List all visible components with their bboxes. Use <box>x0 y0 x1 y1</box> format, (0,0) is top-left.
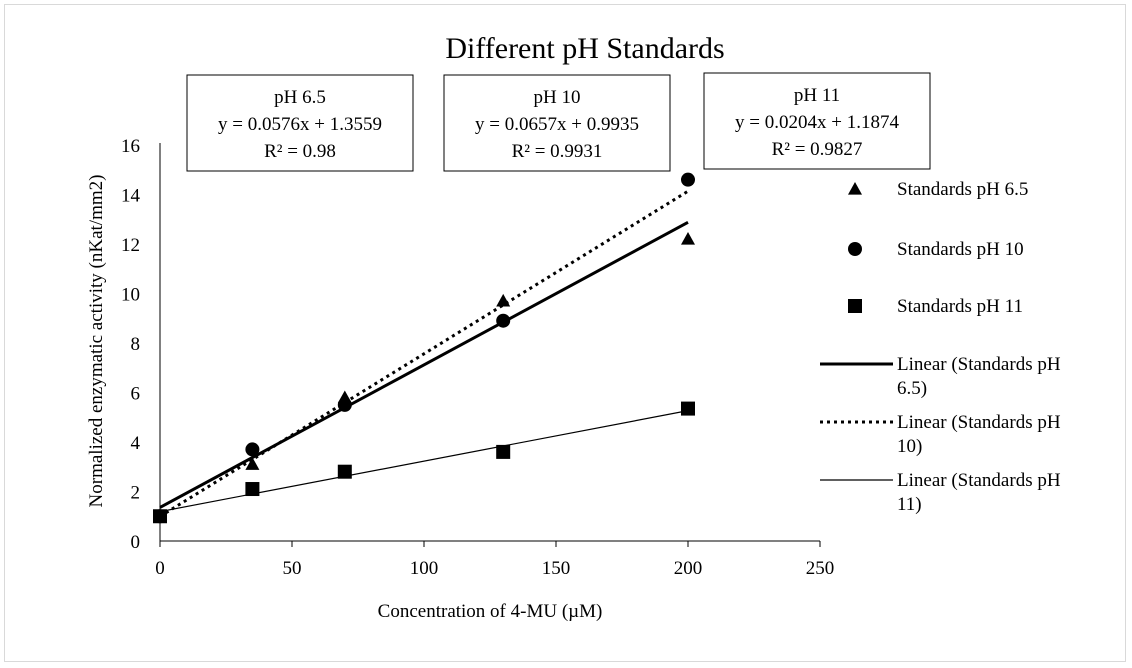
trendline-r-squared: R² = 0.98 <box>264 141 336 162</box>
legend: Standards pH 6.5 Standards pH 10 Standards… <box>820 179 1061 515</box>
data-point-circle <box>848 242 862 256</box>
data-point-triangle <box>681 232 695 245</box>
trendline-series-label: pH 10 <box>534 87 581 108</box>
legend-item: Standards pH 6.5 <box>848 179 1028 200</box>
data-point-square <box>337 464 352 479</box>
y-tick-label: 10 <box>121 285 140 306</box>
label-box-border <box>186 74 414 172</box>
trendline-r-squared: R² = 0.9931 <box>512 141 603 162</box>
legend-label: Linear (Standards pH <box>897 354 1061 375</box>
legend-item: Standards pH 11 <box>848 296 1023 317</box>
legend-label: Standards pH 11 <box>897 296 1023 317</box>
x-tick-label: 250 <box>806 558 835 579</box>
trendline-series-label: pH 6.5 <box>274 87 326 108</box>
data-point-triangle <box>848 182 862 195</box>
y-axis-label: Normalized enzymatic activity (nKat/mm2) <box>86 175 107 508</box>
legend-item: Linear (Standards pH 6.5) <box>820 354 1061 399</box>
trendline <box>159 189 689 518</box>
y-tick-label: 0 <box>131 532 141 553</box>
data-point-circle <box>681 172 695 187</box>
data-point-square <box>848 299 862 313</box>
data-point-square <box>245 482 260 497</box>
data-point-circle <box>496 313 511 328</box>
label-box-border <box>703 72 931 170</box>
legend-item: Standards pH 10 <box>848 239 1024 260</box>
y-tick-label: 12 <box>121 235 140 256</box>
y-tick-label: 6 <box>131 384 141 405</box>
trendline-label-box: pH 11 y = 0.0204x + 1.1874 R² = 0.9827 <box>703 72 931 170</box>
trendline <box>159 221 689 509</box>
plot-area: 0 50 100 150 200 250 0 2 4 6 8 10 12 14 16 <box>121 136 834 579</box>
trendline-equation: y = 0.0204x + 1.1874 <box>735 112 899 133</box>
legend-label: 11) <box>897 494 922 515</box>
legend-item: Linear (Standards pH 10) <box>820 412 1061 457</box>
data-point-square <box>496 444 511 459</box>
y-tick-label: 2 <box>131 483 141 504</box>
legend-item: Linear (Standards pH 11) <box>820 470 1061 515</box>
data-point-circle <box>245 442 260 457</box>
data-point-square <box>153 509 167 524</box>
legend-label: Linear (Standards pH <box>897 470 1061 491</box>
legend-label: 10) <box>897 436 922 457</box>
y-tick-label: 8 <box>131 334 141 355</box>
data-point-square <box>681 401 695 416</box>
legend-label: 6.5) <box>897 378 927 399</box>
trendline-label-box: pH 10 y = 0.0657x + 0.9935 R² = 0.9931 <box>443 74 671 172</box>
data-point-triangle <box>496 293 511 307</box>
x-tick-label: 50 <box>283 558 302 579</box>
legend-label: Standards pH 10 <box>897 239 1024 260</box>
trendline <box>159 410 689 513</box>
trendline-r-squared: R² = 0.9827 <box>772 139 863 160</box>
y-tick-label: 16 <box>121 136 140 157</box>
chart-title: Different pH Standards <box>445 32 724 65</box>
y-tick-label: 14 <box>121 186 141 207</box>
trendline-series-label: pH 11 <box>794 85 840 106</box>
legend-label: Standards pH 6.5 <box>897 179 1028 200</box>
data-point-circle <box>337 397 352 412</box>
trendline-equation: y = 0.0576x + 1.3559 <box>218 114 382 135</box>
x-tick-label: 200 <box>674 558 703 579</box>
y-tick-label: 4 <box>131 433 141 454</box>
trendline-label-box: pH 6.5 y = 0.0576x + 1.3559 R² = 0.98 <box>186 74 414 172</box>
trendline-equation: y = 0.0657x + 0.9935 <box>475 114 639 135</box>
legend-label: Linear (Standards pH <box>897 412 1061 433</box>
x-axis-label: Concentration of 4-MU (µM) <box>378 601 603 622</box>
data-point-triangle <box>245 457 260 470</box>
x-tick-label: 0 <box>155 558 165 579</box>
label-box-border <box>443 74 671 172</box>
x-tick-label: 100 <box>410 558 439 579</box>
x-tick-label: 150 <box>542 558 571 579</box>
trendline-annotations: pH 6.5 y = 0.0576x + 1.3559 R² = 0.98 pH 10… <box>186 72 931 172</box>
